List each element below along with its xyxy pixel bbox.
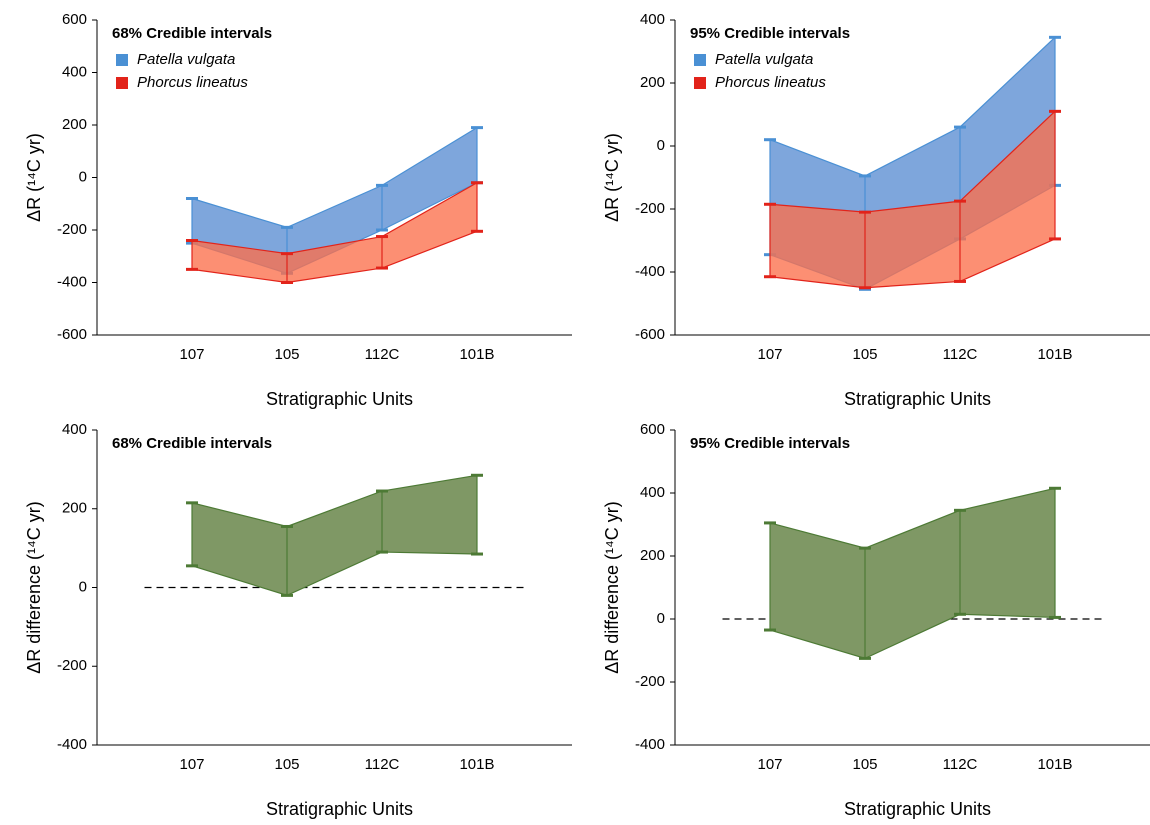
y-tick-label: 400	[640, 11, 665, 28]
legend-swatch	[694, 54, 706, 66]
range-line	[191, 474, 478, 528]
range-line	[769, 36, 1056, 177]
chart-title: 95% Credible intervals	[690, 435, 850, 452]
x-tick-label: 101B	[1037, 346, 1072, 363]
y-axis-label: ΔR difference (¹⁴C yr)	[602, 501, 622, 673]
legend-label: Phorcus lineatus	[715, 74, 826, 91]
x-tick-label: 107	[179, 346, 204, 363]
x-tick-label: 107	[757, 346, 782, 363]
y-tick-label: 0	[79, 578, 87, 595]
y-tick-label: -400	[635, 263, 665, 280]
range-area	[192, 182, 477, 283]
x-axis-label: Stratigraphic Units	[844, 389, 991, 409]
x-tick-label: 105	[274, 756, 299, 773]
range-area	[192, 127, 477, 274]
range-line	[191, 127, 478, 229]
y-tick-label: -400	[57, 273, 87, 290]
y-tick-label: 600	[62, 11, 87, 28]
x-tick-label: 112C	[943, 756, 978, 773]
legend-swatch	[116, 77, 128, 89]
y-axis-label: ΔR (¹⁴C yr)	[602, 133, 622, 222]
y-tick-label: -600	[635, 326, 665, 343]
y-tick-label: 400	[62, 421, 87, 438]
y-tick-label: 400	[640, 484, 665, 501]
y-tick-label: -200	[57, 221, 87, 238]
chart: -400 -200 0 200 400 600 107 105 112C 101B Stratigr…	[602, 421, 1150, 819]
x-tick-label: 112C	[365, 756, 400, 773]
y-tick-label: -400	[57, 736, 87, 753]
range-area	[770, 488, 1055, 659]
y-tick-label: 200	[62, 500, 87, 517]
x-tick-label: 101B	[459, 756, 494, 773]
y-tick-label: 200	[640, 74, 665, 91]
x-tick-label: 112C	[943, 346, 978, 363]
x-tick-label: 101B	[1037, 756, 1072, 773]
range-line	[769, 110, 1056, 213]
legend-swatch	[694, 77, 706, 89]
range-line	[191, 182, 478, 255]
legend-swatch	[116, 54, 128, 66]
range-line	[769, 613, 1056, 660]
range-line	[191, 551, 478, 597]
chart-title: 95% Credible intervals	[690, 25, 850, 42]
x-tick-label: 101B	[459, 346, 494, 363]
range-area	[192, 475, 477, 596]
range-line	[191, 230, 478, 284]
x-tick-label: 105	[852, 756, 877, 773]
x-tick-label: 105	[852, 346, 877, 363]
y-tick-label: 400	[62, 63, 87, 80]
range-area	[770, 111, 1055, 288]
legend-label: Patella vulgata	[137, 51, 235, 68]
y-tick-label: -400	[635, 736, 665, 753]
x-tick-label: 107	[179, 756, 204, 773]
y-tick-label: -200	[57, 657, 87, 674]
legend-label: Phorcus lineatus	[137, 74, 248, 91]
range-line	[769, 238, 1056, 289]
chart: -600 -400 -200 0 200 400 107 105 112C 101B Stratig…	[602, 11, 1150, 409]
chart-title: 68% Credible intervals	[112, 25, 272, 42]
y-tick-label: 600	[640, 421, 665, 438]
y-tick-label: 0	[79, 168, 87, 185]
x-axis-label: Stratigraphic Units	[266, 799, 413, 819]
y-tick-label: 200	[640, 547, 665, 564]
range-line	[769, 487, 1056, 549]
y-tick-label: 200	[62, 116, 87, 133]
chart: -400 -200 0 200 400 107 105 112C 101B Stratigraph…	[24, 421, 572, 819]
y-tick-label: 0	[657, 610, 665, 627]
x-tick-label: 107	[757, 756, 782, 773]
chart: -600 -400 -200 0 200 400 600 107 105 112C 101B Stra…	[24, 11, 572, 409]
x-tick-label: 112C	[365, 346, 400, 363]
y-axis-label: ΔR (¹⁴C yr)	[24, 133, 44, 222]
x-axis-label: Stratigraphic Units	[844, 799, 991, 819]
y-tick-label: -200	[635, 200, 665, 217]
x-tick-label: 105	[274, 346, 299, 363]
y-axis-label: ΔR difference (¹⁴C yr)	[24, 501, 44, 673]
x-axis-label: Stratigraphic Units	[266, 389, 413, 409]
y-tick-label: -200	[635, 673, 665, 690]
y-tick-label: 0	[657, 137, 665, 154]
y-tick-label: -600	[57, 326, 87, 343]
legend-label: Patella vulgata	[715, 51, 813, 68]
chart-title: 68% Credible intervals	[112, 435, 272, 452]
